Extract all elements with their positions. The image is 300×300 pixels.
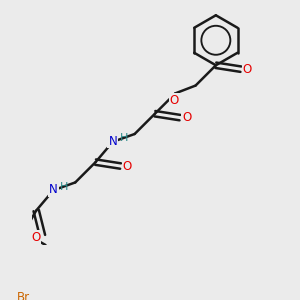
Text: N: N: [108, 134, 117, 148]
Text: H: H: [60, 182, 68, 192]
Text: O: O: [243, 63, 252, 76]
Text: O: O: [182, 111, 191, 124]
Text: O: O: [170, 94, 179, 106]
Text: O: O: [123, 160, 132, 172]
Text: N: N: [49, 183, 58, 196]
Text: H: H: [119, 133, 128, 143]
Text: O: O: [31, 231, 40, 244]
Text: Br: Br: [17, 291, 30, 300]
